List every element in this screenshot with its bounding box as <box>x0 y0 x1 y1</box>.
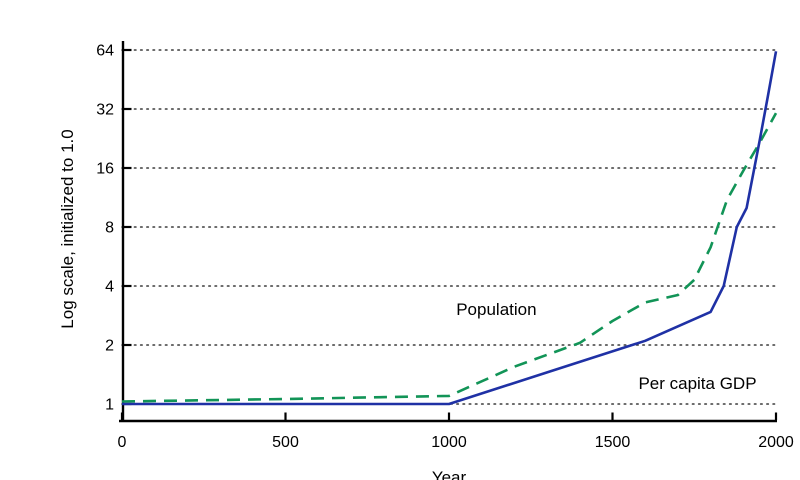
y-tick-label-32: 32 <box>96 102 114 119</box>
series-label-population: Population <box>456 300 536 319</box>
y-tick-label-64: 64 <box>96 43 114 60</box>
y-tick-label-4: 4 <box>105 279 114 296</box>
x-tick-label-2000: 2000 <box>758 434 794 451</box>
long-run-growth-chart: 1 2 4 8 16 32 64 0 500 1000 1500 2000 Log scale, in… <box>40 16 800 480</box>
y-tick-label-2: 2 <box>105 338 114 355</box>
tick-marks-group <box>120 48 778 420</box>
series-line-population <box>121 112 778 403</box>
x-tick-label-1000: 1000 <box>431 434 467 451</box>
chart-canvas: 1 2 4 8 16 32 64 0 500 1000 1500 2000 Log scale, in… <box>58 41 794 480</box>
x-axis-title: Year <box>432 468 467 480</box>
axes-group <box>119 41 777 423</box>
series-group <box>121 51 778 406</box>
x-tick-label-500: 500 <box>272 434 299 451</box>
y-tick-label-1: 1 <box>105 397 114 414</box>
y-tick-label-16: 16 <box>96 161 114 178</box>
gridlines-group <box>121 49 778 405</box>
y-axis-title: Log scale, initialized to 1.0 <box>58 129 77 328</box>
x-tick-label-1500: 1500 <box>595 434 631 451</box>
tick-labels-group: 1 2 4 8 16 32 64 0 500 1000 1500 2000 <box>96 43 794 452</box>
series-label-per-capita-gdp: Per capita GDP <box>638 374 756 393</box>
x-tick-label-0: 0 <box>118 434 127 451</box>
series-line-per-capita-gdp <box>122 51 778 406</box>
y-tick-label-8: 8 <box>105 220 114 237</box>
